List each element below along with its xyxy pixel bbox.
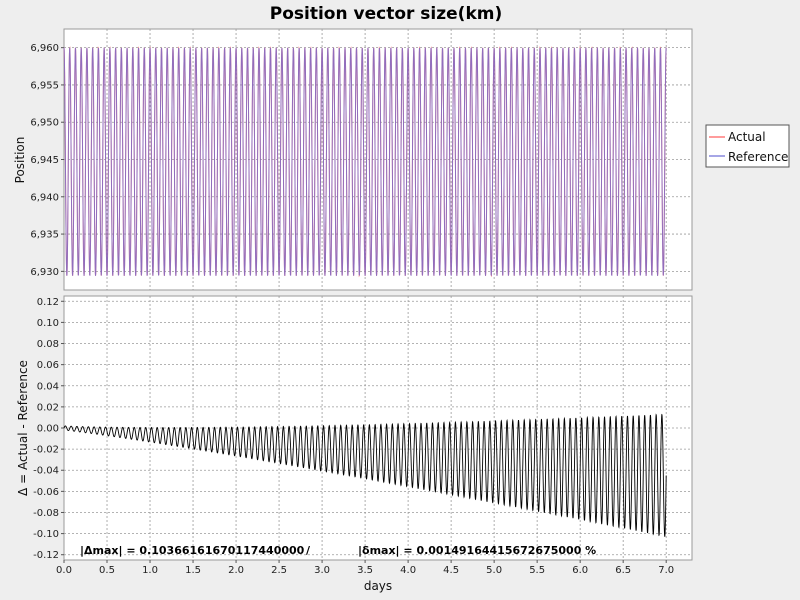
bottom-y-axis-label: Δ = Actual - Reference	[16, 360, 30, 496]
top-y-tick-label: 6,955	[30, 80, 59, 91]
bottom-y-tick-label: 0.12	[37, 297, 59, 308]
x-tick-label: 4.5	[443, 565, 459, 576]
x-tick-label: 6.0	[572, 565, 588, 576]
x-tick-label: 3.5	[357, 565, 373, 576]
top-y-tick-label: 6,930	[30, 267, 59, 278]
x-tick-label: 5.5	[529, 565, 545, 576]
x-tick-label: 1.5	[185, 565, 201, 576]
x-tick-label: 3.0	[314, 565, 330, 576]
series-reference-line	[63, 47, 667, 276]
top-y-tick-label: 6,940	[30, 192, 59, 203]
delta-series-line	[63, 413, 667, 537]
top-y-tick-label: 6,960	[30, 43, 59, 54]
annotation-separator: /	[306, 544, 311, 557]
x-tick-label: 5.0	[486, 565, 502, 576]
legend-box	[705, 124, 790, 168]
bottom-y-tick-label: -0.02	[33, 445, 59, 456]
bottom-y-tick-label: 0.04	[37, 381, 59, 392]
x-ticks: 0.0 0.5 1.0 1.5 2.0 2.5 3.0 3.5 4.0 4.5 5.0 5.5 6.0 6…	[56, 560, 674, 576]
x-axis-label: days	[364, 579, 392, 593]
bottom-y-tick-label: -0.10	[33, 529, 59, 540]
top-y-ticks: 6,930 6,935 6,940 6,945 6,950 6,955 6,960	[30, 43, 64, 278]
relative-delta-max-annotation: |δmax| = 0.00149164415672675000 %	[358, 544, 596, 557]
bottom-panel: -0.12 -0.10 -0.08 -0.06 -0.04 -0.02 0.00 0.02 0.…	[16, 295, 693, 593]
bottom-y-ticks: -0.12 -0.10 -0.08 -0.06 -0.04 -0.02 0.00 0.02 0.…	[33, 297, 64, 561]
x-tick-label: 0.0	[56, 565, 72, 576]
bottom-y-tick-label: 0.00	[37, 424, 59, 435]
bottom-y-tick-label: 0.08	[37, 339, 59, 350]
x-tick-label: 4.0	[400, 565, 416, 576]
top-y-tick-label: 6,945	[30, 155, 59, 166]
top-y-tick-label: 6,935	[30, 230, 59, 241]
bottom-y-tick-label: -0.04	[33, 466, 59, 477]
top-y-axis-label: Position	[13, 137, 27, 184]
bottom-y-tick-label: -0.08	[33, 508, 59, 519]
chart-title: Position vector size(km)	[270, 4, 502, 24]
bottom-y-tick-label: -0.12	[33, 550, 59, 561]
legend-label-reference: Reference	[728, 150, 788, 164]
bottom-y-tick-label: 0.06	[37, 360, 59, 371]
legend-label-actual: Actual	[728, 130, 766, 144]
bottom-y-tick-label: -0.06	[33, 487, 59, 498]
top-y-tick-label: 6,950	[30, 118, 59, 129]
x-tick-label: 2.5	[271, 565, 287, 576]
x-tick-label: 7.0	[658, 565, 674, 576]
x-tick-label: 6.5	[615, 565, 631, 576]
top-panel: 6,930 6,935 6,940 6,945 6,950 6,955 6,960 Posi…	[13, 28, 693, 291]
x-tick-label: 1.0	[142, 565, 158, 576]
x-tick-label: 2.0	[228, 565, 244, 576]
bottom-y-tick-label: 0.10	[37, 318, 59, 329]
top-series-group	[63, 46, 667, 278]
legend: Actual Reference	[705, 124, 790, 168]
delta-max-annotation: |Δmax| = 0.10366161670117440000	[80, 544, 305, 557]
bottom-series-group	[63, 413, 667, 537]
bottom-y-tick-label: 0.02	[37, 402, 59, 413]
top-grid	[63, 29, 692, 290]
x-tick-label: 0.5	[99, 565, 115, 576]
